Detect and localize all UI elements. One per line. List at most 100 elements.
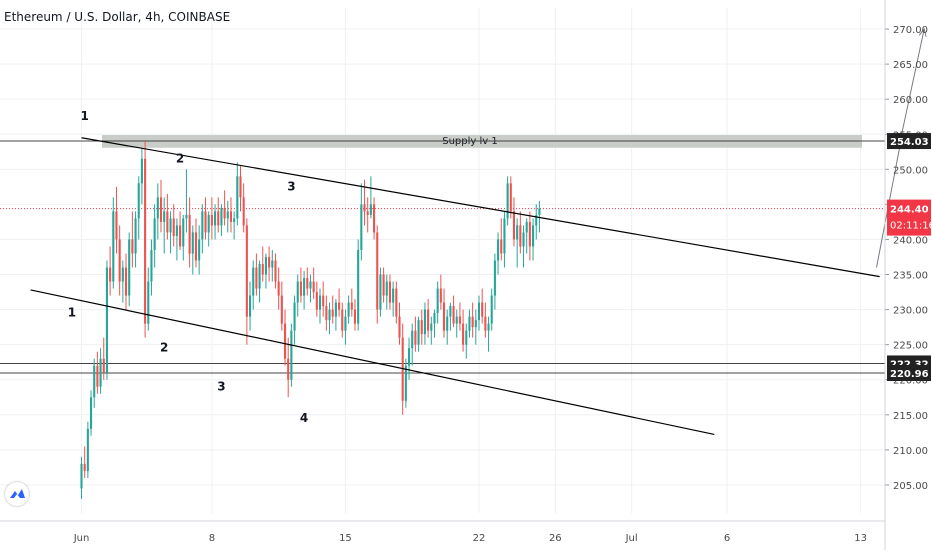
candle xyxy=(538,200,541,233)
candle xyxy=(455,309,458,338)
candle xyxy=(93,358,96,408)
candle-body xyxy=(528,221,531,247)
candle xyxy=(194,218,198,268)
y-tick-label: 270.00 xyxy=(893,25,928,36)
candle-body xyxy=(481,302,484,317)
candle-body xyxy=(239,176,242,198)
candle xyxy=(290,323,293,387)
candle xyxy=(89,390,93,436)
candle-body xyxy=(497,239,500,261)
annotation-label: 2 xyxy=(176,151,184,165)
candle-body xyxy=(357,249,360,324)
annotation-label: 1 xyxy=(81,109,89,123)
x-tick-label: 22 xyxy=(473,533,486,544)
candle-body xyxy=(532,225,535,247)
candle xyxy=(471,302,474,338)
candle xyxy=(430,316,433,345)
candle-body xyxy=(449,306,452,317)
candle-body xyxy=(207,214,210,233)
candle-body xyxy=(468,316,471,331)
candle xyxy=(532,218,535,261)
candle-body xyxy=(188,214,191,254)
x-tick-label: 26 xyxy=(549,533,562,544)
level-price-badge xyxy=(887,365,931,382)
candle-body xyxy=(376,232,379,310)
candle-body xyxy=(404,365,407,401)
candle xyxy=(144,141,147,338)
candle xyxy=(296,274,299,317)
candle-body xyxy=(516,225,519,240)
candle-body xyxy=(439,288,442,303)
candle-body xyxy=(417,320,420,345)
candle xyxy=(147,267,150,331)
candle xyxy=(477,295,481,331)
chart-title: Ethereum / U.S. Dollar, 4h, COINBASE xyxy=(4,10,231,24)
candle-body xyxy=(277,281,280,296)
level-price-badge xyxy=(887,133,931,150)
candle xyxy=(159,179,163,233)
candle xyxy=(245,218,248,345)
last-price-badge xyxy=(887,199,931,236)
candle xyxy=(369,176,372,219)
candle-body xyxy=(112,211,115,282)
candle xyxy=(306,267,309,296)
candle-body xyxy=(252,267,255,296)
candle xyxy=(169,211,172,254)
candle xyxy=(487,316,490,352)
candle-body xyxy=(328,309,331,321)
candle xyxy=(392,281,395,317)
candle-body xyxy=(325,306,328,321)
candle-body xyxy=(385,281,388,296)
candle-body xyxy=(217,211,220,226)
trendline-lower-channel xyxy=(30,289,715,436)
candle-body xyxy=(322,295,325,307)
y-tick-label: 265.00 xyxy=(893,60,928,71)
candle xyxy=(287,337,290,398)
candle-body xyxy=(442,302,446,331)
candle xyxy=(252,260,255,310)
candle xyxy=(318,288,322,324)
candle-body xyxy=(331,309,334,317)
candle xyxy=(274,253,277,289)
candle xyxy=(325,295,328,331)
candle-body xyxy=(462,323,465,345)
annotation-label: 2 xyxy=(160,341,168,355)
candle-body xyxy=(334,302,337,317)
candle-body xyxy=(344,316,347,331)
candle xyxy=(506,176,509,226)
candle-body xyxy=(293,302,296,331)
candle xyxy=(525,218,528,254)
candle xyxy=(99,348,102,394)
candle xyxy=(109,246,112,296)
candle-body xyxy=(201,211,204,240)
candle xyxy=(96,351,99,394)
candle xyxy=(382,267,385,303)
candle-body xyxy=(506,183,509,219)
price-axis: 205.00 210.00 215.00 220.00 225.00 230.00 235.… xyxy=(884,0,932,550)
candle xyxy=(179,211,182,250)
candle-body xyxy=(134,218,137,254)
candle-body xyxy=(503,218,506,254)
candle-body xyxy=(105,267,108,373)
candle-body xyxy=(236,176,239,219)
y-tick-label: 225.00 xyxy=(893,341,928,352)
candle-body xyxy=(509,183,512,212)
candle xyxy=(474,309,477,345)
candle-body xyxy=(83,463,86,471)
candle xyxy=(156,183,159,240)
candle xyxy=(226,200,229,233)
candle-body xyxy=(271,260,274,268)
candle-body xyxy=(350,302,353,310)
candle-body xyxy=(318,295,322,310)
candle-body xyxy=(369,204,372,215)
candle-body xyxy=(280,295,283,324)
candle xyxy=(465,323,468,359)
level-price-label: 222.32 xyxy=(890,359,929,370)
candle xyxy=(163,197,166,254)
candle xyxy=(350,288,353,317)
candle xyxy=(268,246,271,282)
candle xyxy=(223,190,226,226)
candle xyxy=(255,253,258,296)
candle-body xyxy=(538,208,541,215)
candle-body xyxy=(169,218,172,233)
